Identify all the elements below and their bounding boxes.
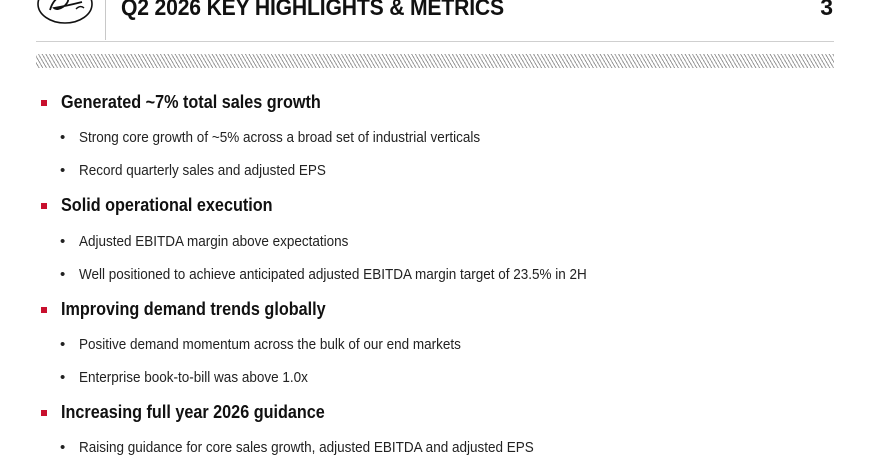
red-square-bullet-icon — [41, 410, 47, 416]
red-square-bullet-icon — [41, 307, 47, 313]
slide-title: Q2 2026 KEY HIGHLIGHTS & METRICS — [121, 0, 504, 20]
bullet-dot-icon: • — [60, 233, 66, 250]
slide-header: Q2 2026 KEY HIGHLIGHTS & METRICS 3 — [0, 0, 870, 44]
red-square-bullet-icon — [41, 100, 47, 106]
page-number: 3 — [820, 0, 833, 20]
red-square-bullet-icon — [41, 203, 47, 209]
header-divider — [105, 0, 106, 40]
bullet-dot-icon: • — [60, 369, 66, 386]
bullet-dot-icon: • — [60, 439, 66, 456]
hatch-band — [36, 54, 834, 68]
bullet-dot-icon: • — [60, 266, 66, 283]
bullet-dot-icon: • — [60, 129, 66, 146]
bullet-dot-icon: • — [60, 336, 66, 353]
header-rule — [36, 41, 834, 42]
bullet-dot-icon: • — [60, 162, 66, 179]
gates-logo — [37, 0, 93, 24]
